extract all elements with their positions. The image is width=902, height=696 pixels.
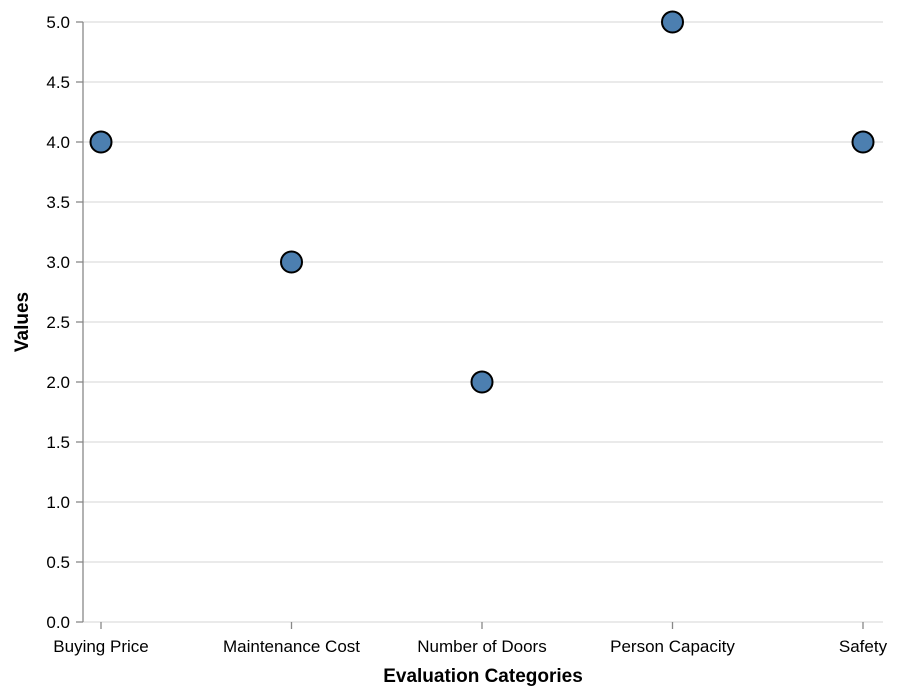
y-tick-label: 2.0 <box>46 373 70 392</box>
y-tick-label: 1.0 <box>46 493 70 512</box>
y-tick-label: 2.5 <box>46 313 70 332</box>
y-tick-label: 3.0 <box>46 253 70 272</box>
x-tick-label: Maintenance Cost <box>223 637 360 656</box>
y-tick-label: 1.5 <box>46 433 70 452</box>
y-axis-title: Values <box>12 292 33 352</box>
y-tick-label: 0.5 <box>46 553 70 572</box>
x-tick-label: Buying Price <box>53 637 148 656</box>
y-tick-label: 0.0 <box>46 613 70 632</box>
data-point <box>89 130 113 154</box>
y-tick-label: 3.5 <box>46 193 70 212</box>
data-point <box>280 250 303 274</box>
axis-layer: 0.0 0.5 1.0 1.5 2.0 2.5 3.0 3.5 4.0 4.5 5.0 Buying … <box>46 13 887 656</box>
y-tick-label: 4.5 <box>46 73 70 92</box>
x-axis-title: Evaluation Categories <box>383 666 583 687</box>
y-tick-label: 4.0 <box>46 133 70 152</box>
x-tick-label: Person Capacity <box>610 637 735 656</box>
data-point <box>470 370 494 394</box>
x-tick-label: Safety <box>839 637 888 656</box>
x-tick-label: Number of Doors <box>417 637 546 656</box>
y-tick-label: 5.0 <box>46 13 70 32</box>
data-point <box>661 10 684 34</box>
data-point <box>851 130 875 154</box>
grid-layer <box>83 21 883 623</box>
point-layer <box>89 10 875 394</box>
